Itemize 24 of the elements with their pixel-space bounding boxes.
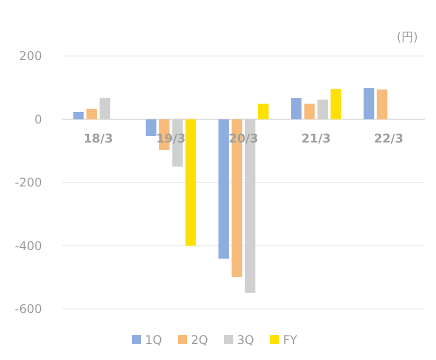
y-tick-label: -400 (14, 238, 42, 253)
bar (376, 90, 388, 120)
y-tick-label: -600 (14, 302, 42, 316)
bar (146, 119, 156, 136)
legend-label: 2Q (191, 333, 208, 348)
x-tick-label: 18/3 (84, 131, 114, 146)
y-tick-label: 0 (34, 112, 42, 126)
y-axis-title: (円) (396, 30, 418, 44)
legend-label: FY (283, 333, 298, 348)
bar (364, 88, 374, 120)
bar (258, 104, 269, 120)
x-tick-label: 21/3 (301, 131, 331, 146)
bar (291, 98, 302, 120)
bar (304, 104, 315, 120)
legend-label: 1Q (145, 333, 162, 348)
x-tick-label: 22/3 (374, 131, 404, 146)
y-tick-label: 200 (19, 49, 42, 64)
y-tick-label: -200 (14, 176, 42, 190)
legend-label: 3Q (237, 333, 254, 348)
bar (185, 119, 196, 246)
bar (73, 112, 84, 120)
bar (86, 108, 97, 120)
bar (218, 119, 229, 259)
bar (330, 88, 342, 120)
